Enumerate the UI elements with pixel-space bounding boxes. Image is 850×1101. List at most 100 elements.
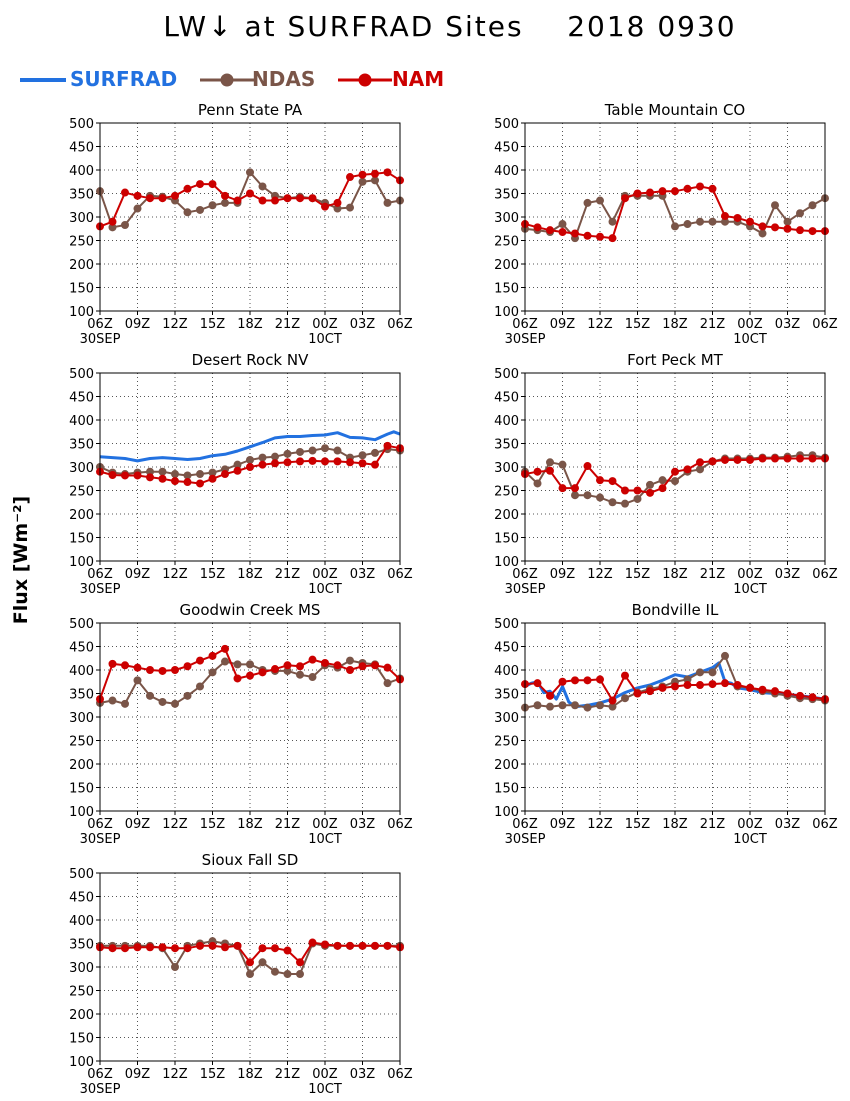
data-point-nam bbox=[383, 941, 392, 950]
chart-table-mountain: Table Mountain CO 100 150 200 250 300 350 400 45… bbox=[494, 101, 838, 347]
y-tick-label: 400 bbox=[494, 164, 519, 179]
data-point-nam bbox=[783, 224, 792, 233]
data-point-nam bbox=[783, 689, 792, 698]
data-point-ndas bbox=[383, 198, 392, 207]
y-tick-label: 300 bbox=[494, 461, 519, 476]
data-point-nam bbox=[121, 471, 129, 480]
data-point-ndas bbox=[783, 217, 792, 226]
data-point-ndas bbox=[358, 451, 367, 460]
x-tick-label: 15Z bbox=[200, 567, 226, 582]
plot-area: Table Mountain CO 100 150 200 250 300 350 400 45… bbox=[494, 101, 838, 347]
x-tick-label: 06Z bbox=[87, 817, 113, 832]
data-point-nam bbox=[683, 681, 692, 690]
data-point-ndas bbox=[196, 682, 204, 691]
data-point-nam bbox=[146, 473, 154, 482]
data-point-nam bbox=[546, 691, 554, 700]
data-point-nam bbox=[758, 222, 767, 231]
plot-frame bbox=[524, 622, 826, 812]
plot-area: Desert Rock NV 100 150 200 250 300 350 400 450 50… bbox=[69, 351, 413, 597]
data-point-nam bbox=[158, 943, 167, 952]
data-point-nam bbox=[333, 198, 342, 207]
date-label: 10CT bbox=[733, 582, 767, 597]
data-point-nam bbox=[146, 943, 154, 952]
y-tick-label: 200 bbox=[69, 1008, 94, 1023]
data-point-nam bbox=[371, 661, 379, 670]
plot-frame bbox=[99, 372, 401, 562]
data-point-ndas bbox=[608, 217, 617, 226]
date-label: 30SEP bbox=[80, 832, 121, 847]
x-tick-label: 03Z bbox=[775, 817, 801, 832]
date-label: 10CT bbox=[308, 832, 342, 847]
y-tick-label: 250 bbox=[494, 735, 519, 750]
data-point-ndas bbox=[533, 479, 542, 488]
y-tick-label: 200 bbox=[69, 508, 94, 523]
data-point-ndas bbox=[371, 448, 379, 457]
data-point-ndas bbox=[283, 970, 292, 979]
date-label: 10CT bbox=[733, 332, 767, 347]
data-point-ndas bbox=[696, 465, 704, 474]
data-point-nam bbox=[771, 687, 779, 696]
data-point-nam bbox=[233, 466, 242, 475]
data-point-nam bbox=[108, 659, 117, 668]
data-point-ndas bbox=[333, 446, 342, 455]
data-point-nam bbox=[721, 679, 729, 688]
date-label: 30SEP bbox=[505, 582, 546, 597]
data-point-nam bbox=[383, 441, 392, 450]
y-tick-label: 300 bbox=[69, 961, 94, 976]
data-point-nam bbox=[196, 180, 204, 189]
data-point-nam bbox=[108, 470, 117, 479]
plot-frame bbox=[99, 622, 401, 812]
data-point-ndas bbox=[596, 701, 604, 710]
data-point-ndas bbox=[158, 697, 167, 706]
data-point-ndas bbox=[721, 217, 729, 226]
data-point-ndas bbox=[658, 476, 667, 485]
legend-label-ndas: NDAS bbox=[252, 67, 316, 91]
y-tick-label: 400 bbox=[494, 664, 519, 679]
data-point-nam bbox=[333, 457, 342, 466]
data-point-nam bbox=[346, 458, 354, 467]
x-tick-label: 06Z bbox=[512, 317, 538, 332]
data-point-ndas bbox=[546, 702, 554, 711]
data-point-ndas bbox=[133, 676, 142, 685]
date-label: 30SEP bbox=[80, 582, 121, 597]
data-point-ndas bbox=[233, 660, 242, 669]
x-tick-label: 21Z bbox=[700, 567, 726, 582]
data-point-ndas bbox=[246, 455, 254, 464]
x-tick-label: 18Z bbox=[237, 567, 263, 582]
data-point-ndas bbox=[583, 491, 592, 500]
data-point-nam bbox=[596, 476, 604, 485]
plot-frame bbox=[99, 122, 401, 312]
y-tick-label: 250 bbox=[69, 485, 94, 500]
y-tick-label: 450 bbox=[69, 641, 94, 656]
data-point-nam bbox=[621, 194, 629, 203]
data-point-ndas bbox=[196, 470, 204, 479]
y-tick-label: 150 bbox=[494, 282, 519, 297]
data-point-nam bbox=[608, 477, 617, 486]
data-point-nam bbox=[733, 455, 742, 464]
data-point-nam bbox=[646, 188, 654, 197]
data-point-ndas bbox=[721, 651, 729, 660]
data-point-ndas bbox=[258, 958, 267, 967]
data-point-nam bbox=[583, 231, 592, 240]
data-point-ndas bbox=[296, 670, 304, 679]
data-point-ndas bbox=[683, 220, 692, 229]
x-tick-label: 09Z bbox=[125, 1067, 151, 1082]
x-tick-label: 18Z bbox=[237, 317, 263, 332]
x-tick-label: 09Z bbox=[550, 817, 576, 832]
data-point-ndas bbox=[146, 691, 154, 700]
data-point-ndas bbox=[796, 209, 804, 218]
data-point-nam bbox=[371, 941, 379, 950]
data-point-nam bbox=[558, 484, 567, 493]
data-point-nam bbox=[308, 655, 317, 664]
data-point-ndas bbox=[708, 217, 717, 226]
data-point-nam bbox=[708, 184, 717, 193]
y-tick-label: 100 bbox=[69, 555, 94, 570]
data-point-nam bbox=[296, 958, 304, 967]
data-point-nam bbox=[133, 471, 142, 480]
data-point-nam bbox=[108, 944, 117, 953]
chart-sioux-fall: Sioux Fall SD 100 150 200 250 300 350 400 450 500… bbox=[69, 851, 413, 1097]
x-tick-label: 03Z bbox=[350, 317, 376, 332]
data-point-nam bbox=[121, 661, 129, 670]
data-point-nam bbox=[771, 454, 779, 463]
data-point-ndas bbox=[296, 970, 304, 979]
